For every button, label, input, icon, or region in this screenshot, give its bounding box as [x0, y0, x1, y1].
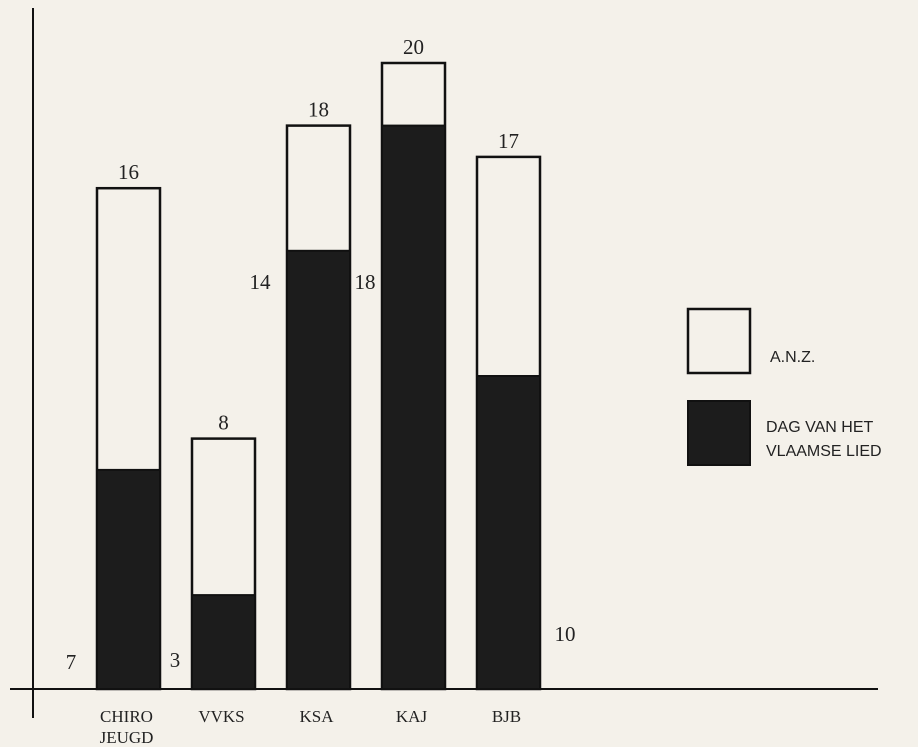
- bottom-value-label: 18: [355, 270, 376, 294]
- bars: [95, 61, 542, 691]
- total-value-label: 8: [218, 411, 229, 435]
- category-label: CHIRO: [100, 707, 153, 726]
- category-label: KSA: [299, 707, 334, 726]
- category-label: VVKS: [198, 707, 244, 726]
- legend-label-anz: A.N.Z.: [770, 349, 815, 366]
- legend-label-dag-van-het-vlaamse-lied: DAG VAN HET VLAAMSE LIED: [766, 419, 882, 460]
- bottom-value-label: 10: [555, 622, 576, 646]
- total-value-label: 18: [308, 98, 329, 122]
- bar-dag-van-het-vlaamse-lied-1: [191, 594, 256, 690]
- total-value-label: 17: [498, 129, 519, 153]
- legend: A.N.Z. DAG VAN HET VLAAMSE LIED: [686, 307, 882, 466]
- bar-dag-van-het-vlaamse-lied-0: [96, 468, 161, 690]
- total-value-label: 16: [118, 160, 139, 184]
- legend-swatch-anz: [686, 307, 752, 375]
- total-value-label: 20: [403, 35, 424, 59]
- bar-dag-van-het-vlaamse-lied-3: [381, 124, 446, 691]
- bar-dag-van-het-vlaamse-lied-4: [476, 375, 541, 690]
- labels: 16 7 CHIRO JEUGD 8 3 VVKS 18 14 KSA 20 18 KAJ 17 10 BJB: [66, 35, 576, 747]
- category-label: BJB: [492, 707, 521, 726]
- category-label: JEUGD: [100, 728, 154, 747]
- category-label: KAJ: [396, 707, 428, 726]
- bar-dag-van-het-vlaamse-lied-2: [286, 249, 351, 691]
- bottom-value-label: 7: [66, 650, 77, 674]
- legend-swatch-dag-van-het-vlaamse-lied: [687, 400, 751, 466]
- bottom-value-label: 14: [250, 270, 272, 294]
- bottom-value-label: 3: [170, 648, 181, 672]
